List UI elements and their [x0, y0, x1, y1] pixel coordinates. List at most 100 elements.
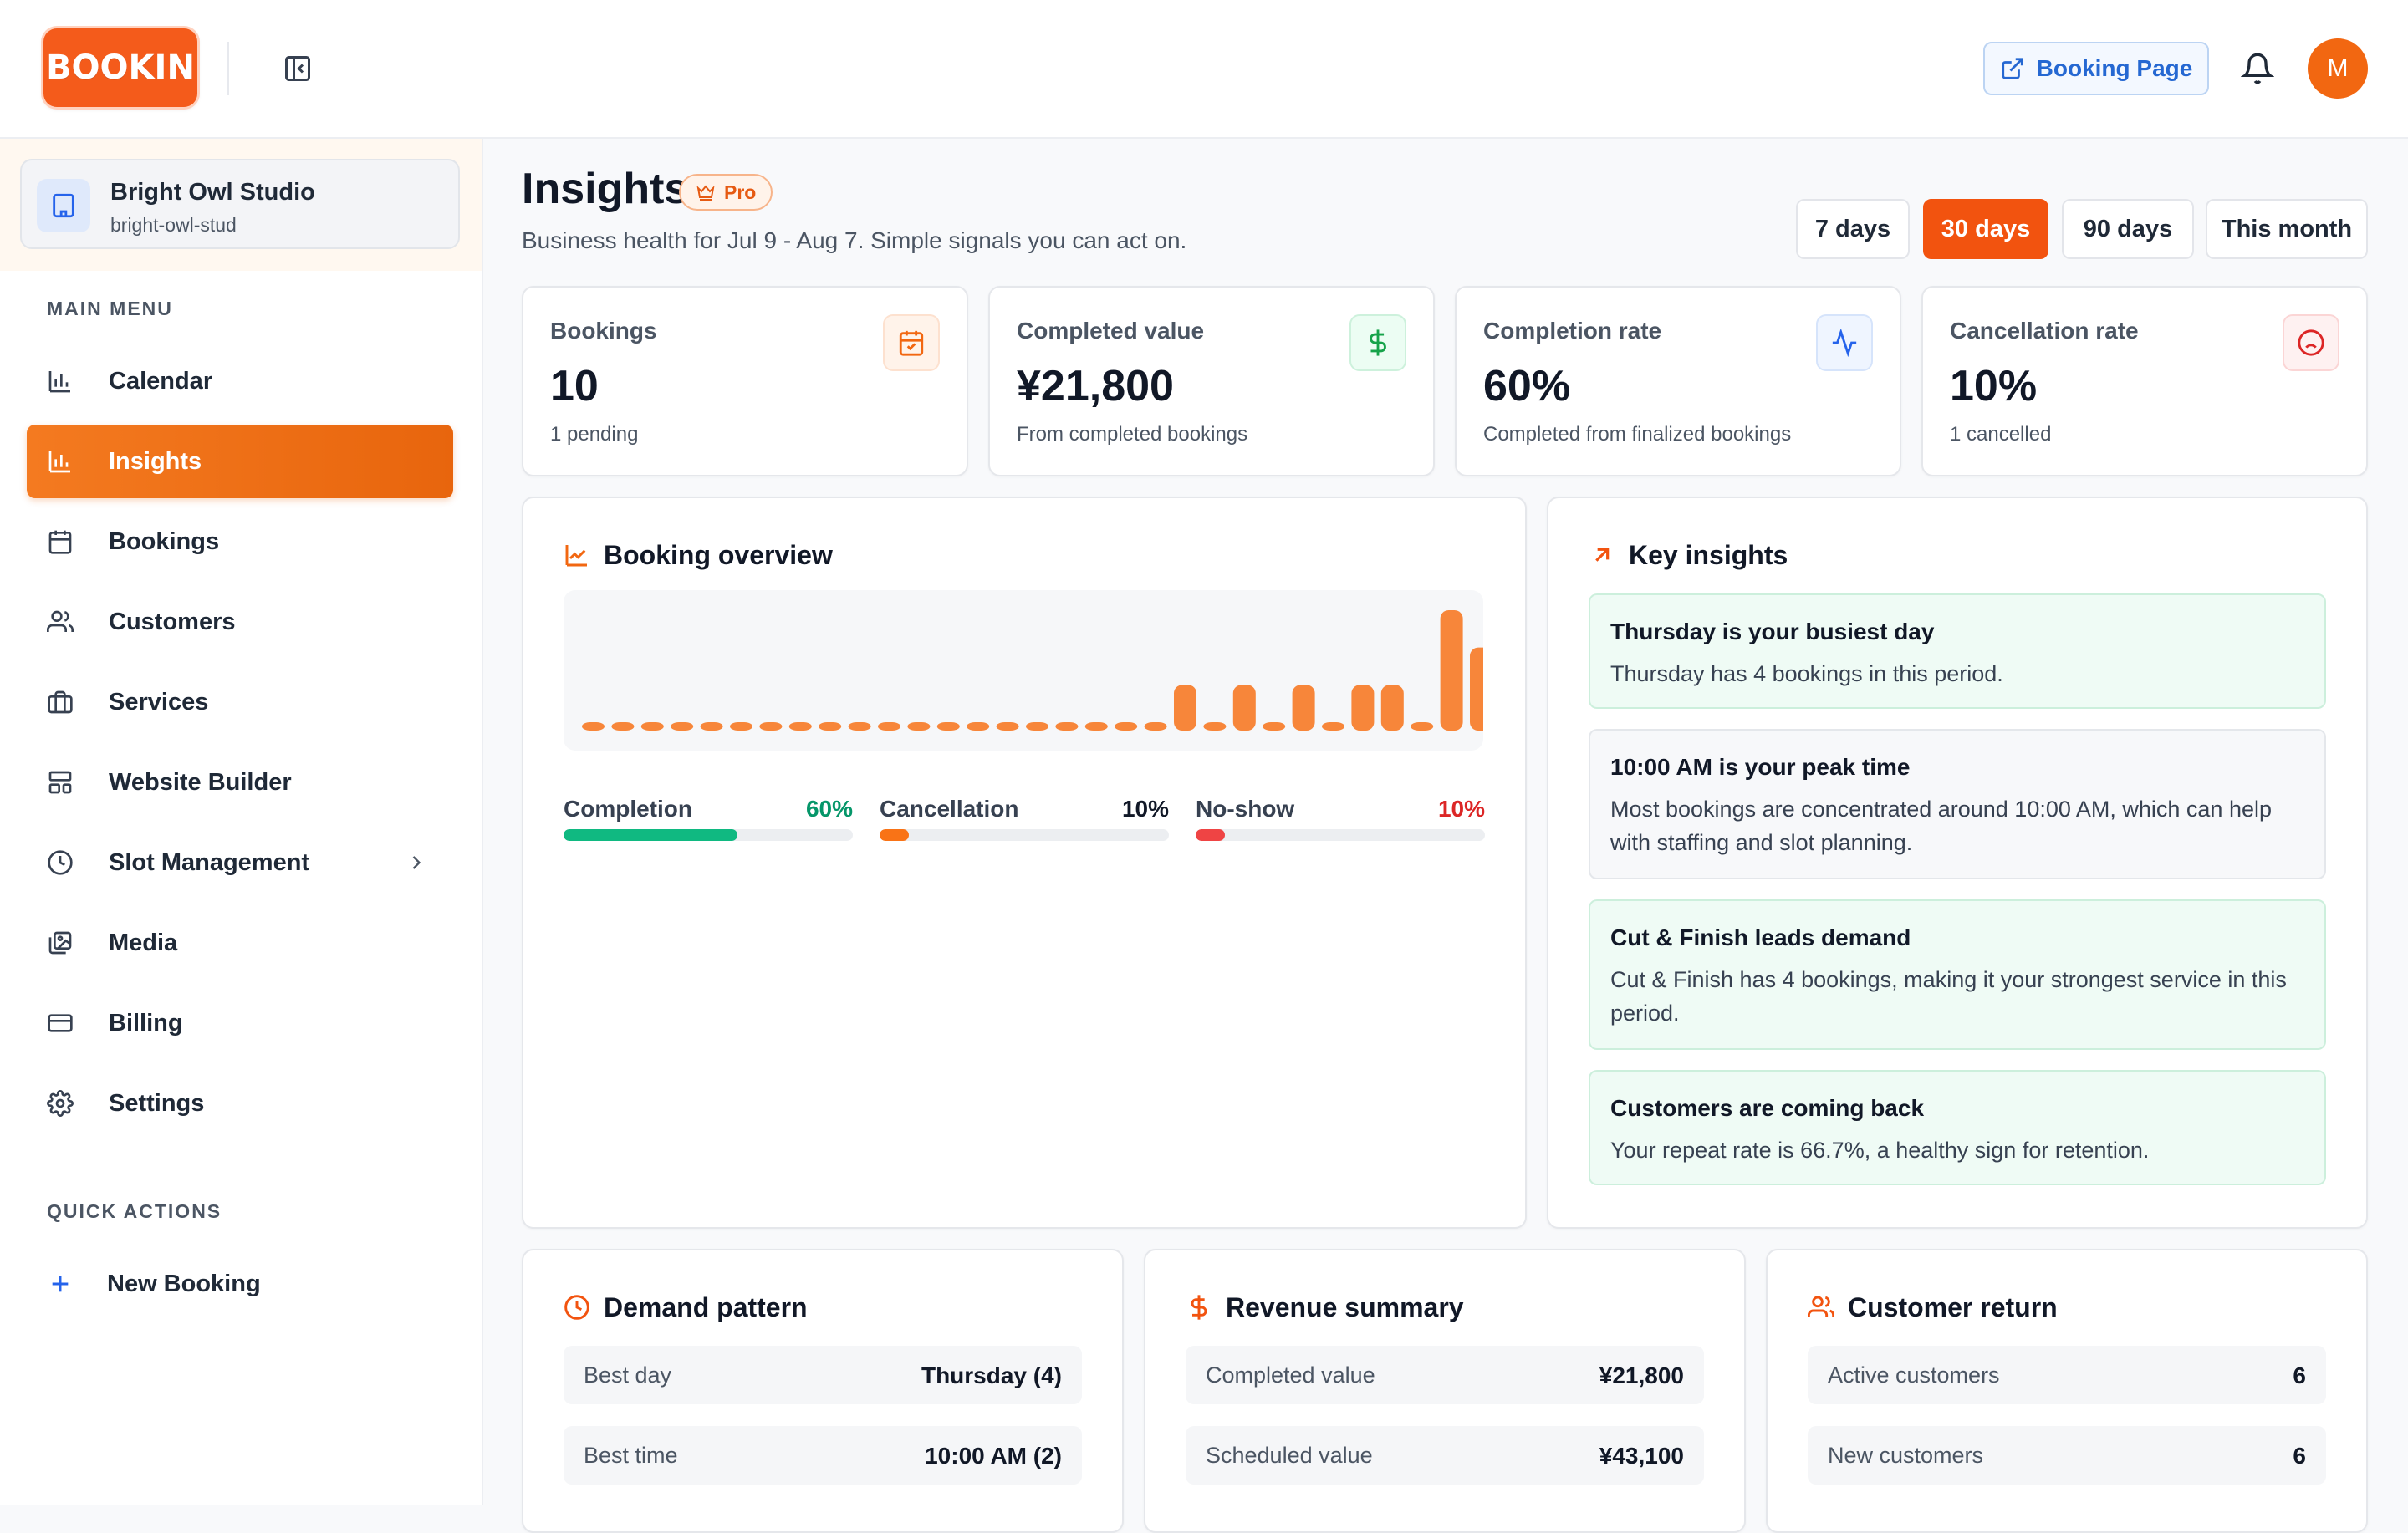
bar-chart-icon: [48, 371, 70, 393]
stat-label: Completion rate: [1483, 318, 1662, 344]
chart-bar: [967, 722, 990, 731]
stat-card-bookings: Bookings 10 1 pending: [522, 286, 968, 476]
sidebar-item-customers[interactable]: Customers: [27, 585, 453, 659]
list-item: Scheduled value ¥43,100: [1186, 1426, 1704, 1485]
metric-label: No-show: [1196, 796, 1295, 822]
list-item: Best day Thursday (4): [564, 1346, 1082, 1404]
metric-value: 60%: [805, 796, 853, 822]
list-item: Best time 10:00 AM (2): [564, 1426, 1082, 1485]
sidebar-item-settings[interactable]: Settings: [27, 1067, 453, 1140]
revenue-summary-card: Revenue summary Completed value ¥21,800 …: [1144, 1249, 1746, 1533]
range-90-days-button[interactable]: 90 days: [2062, 199, 2194, 259]
card-title: Customer return: [1848, 1292, 2058, 1322]
dollar-icon: [1349, 314, 1406, 371]
row-label: Best time: [584, 1443, 678, 1468]
insight-item: Thursday is your busiest day Thursday ha…: [1589, 593, 2326, 709]
avatar[interactable]: M: [2308, 38, 2368, 99]
credit-card-icon: [48, 1014, 73, 1032]
row-label: Completed value: [1206, 1362, 1375, 1388]
chart-bar: [907, 722, 931, 731]
range-7-days-button[interactable]: 7 days: [1796, 199, 1910, 259]
studio-section: Bright Owl Studio bright-owl-stud: [0, 139, 482, 271]
chart-bar: [1055, 722, 1079, 731]
row-label: Active customers: [1828, 1362, 2000, 1388]
progress-fill: [880, 829, 909, 841]
progress-fill: [564, 829, 737, 841]
range-30-days-button[interactable]: 30 days: [1923, 199, 2048, 259]
bar-chart-icon: [48, 451, 70, 473]
sidebar-item-slot-management[interactable]: Slot Management: [27, 826, 453, 899]
chart-bar: [1411, 722, 1434, 731]
booking-overview-chart: [564, 590, 1492, 751]
insight-item: Cut & Finish leads demand Cut & Finish h…: [1589, 899, 2326, 1050]
stat-sub: 1 cancelled: [1950, 423, 2052, 446]
chart-bar: [640, 722, 664, 731]
stat-card-cancellation-rate: Cancellation rate 10% 1 cancelled: [1921, 286, 2368, 476]
main-menu-label: MAIN MENU: [47, 298, 173, 319]
progress-track: [880, 829, 1169, 841]
insight-item: 10:00 AM is your peak time Most bookings…: [1589, 729, 2326, 879]
new-booking-label: New Booking: [107, 1270, 261, 1297]
sidebar-item-insights[interactable]: Insights: [27, 425, 453, 498]
insight-item: Customers are coming back Your repeat ra…: [1589, 1070, 2326, 1185]
sidebar-item-bookings[interactable]: Bookings: [27, 505, 453, 578]
chart-bar: [936, 722, 960, 731]
sidebar-item-website-builder[interactable]: Website Builder: [27, 746, 453, 819]
sidebar-item-media[interactable]: Media: [27, 906, 453, 980]
metric-value: 10%: [1121, 796, 1169, 822]
sidebar-item-services[interactable]: Services: [27, 665, 453, 739]
metric-label: Cancellation: [880, 796, 1019, 822]
external-link-icon: [2002, 58, 2023, 79]
layout-icon: [48, 771, 72, 794]
row-label: New customers: [1828, 1443, 1984, 1468]
sidebar-item-label: Slot Management: [109, 848, 310, 876]
stat-value: 10%: [1950, 362, 2038, 410]
calendar-icon: [48, 530, 72, 554]
row-value: 6: [2293, 1362, 2306, 1388]
chevron-right-icon[interactable]: [405, 851, 428, 874]
chart-bar: [1144, 722, 1167, 731]
bell-icon[interactable]: [2241, 52, 2274, 85]
row-value: 10:00 AM (2): [925, 1443, 1062, 1469]
card-title: Demand pattern: [604, 1292, 808, 1322]
new-booking-button[interactable]: New Booking: [27, 1247, 453, 1321]
stat-label: Cancellation rate: [1950, 318, 2139, 344]
chart-bar: [848, 722, 871, 731]
pro-badge: Pro: [679, 174, 773, 211]
chart-bar: [878, 722, 900, 731]
chart-bar: [1351, 685, 1375, 731]
sidebar-item-label: Calendar: [109, 367, 213, 395]
sidebar-collapse-icon[interactable]: [283, 53, 313, 84]
sidebar-item-billing[interactable]: Billing: [27, 986, 453, 1060]
studio-name: Bright Owl Studio: [110, 179, 315, 206]
users-icon: [1808, 1296, 1834, 1317]
bookin-logo[interactable]: BOOKIN: [43, 28, 197, 107]
stat-sub: Completed from finalized bookings: [1483, 423, 1792, 446]
range-this-month-button[interactable]: This month: [2206, 199, 2368, 259]
calendar-check-icon: [883, 314, 940, 371]
top-bar: BOOKIN Booking Page M: [0, 0, 2408, 139]
chart-bar: [788, 722, 812, 731]
divider: [227, 42, 229, 95]
insight-title: Cut & Finish leads demand: [1610, 924, 1911, 950]
chart-bar: [1203, 722, 1227, 731]
stat-label: Completed value: [1017, 318, 1205, 344]
briefcase-icon: [48, 690, 73, 714]
stat-label: Bookings: [550, 318, 657, 344]
sidebar-item-calendar[interactable]: Calendar: [27, 344, 453, 418]
stat-sub: 1 pending: [550, 423, 639, 446]
card-title: Revenue summary: [1226, 1292, 1464, 1322]
chart-bar: [1322, 722, 1344, 731]
chart-bar: [1292, 685, 1315, 731]
crown-icon: [696, 185, 715, 201]
frown-icon: [2283, 314, 2339, 371]
customer-return-card: Customer return Active customers 6 New c…: [1766, 1249, 2368, 1533]
activity-icon: [1816, 314, 1873, 371]
stat-value: 60%: [1483, 362, 1571, 410]
chart-bar: [1174, 685, 1196, 731]
booking-overview-card: Booking overview Completion 60% Cancella…: [522, 497, 1527, 1229]
studio-switcher[interactable]: Bright Owl Studio bright-owl-stud: [20, 159, 460, 249]
line-chart-icon: [565, 545, 587, 567]
chart-bar: [611, 722, 635, 731]
booking-page-button[interactable]: Booking Page: [1983, 42, 2209, 95]
